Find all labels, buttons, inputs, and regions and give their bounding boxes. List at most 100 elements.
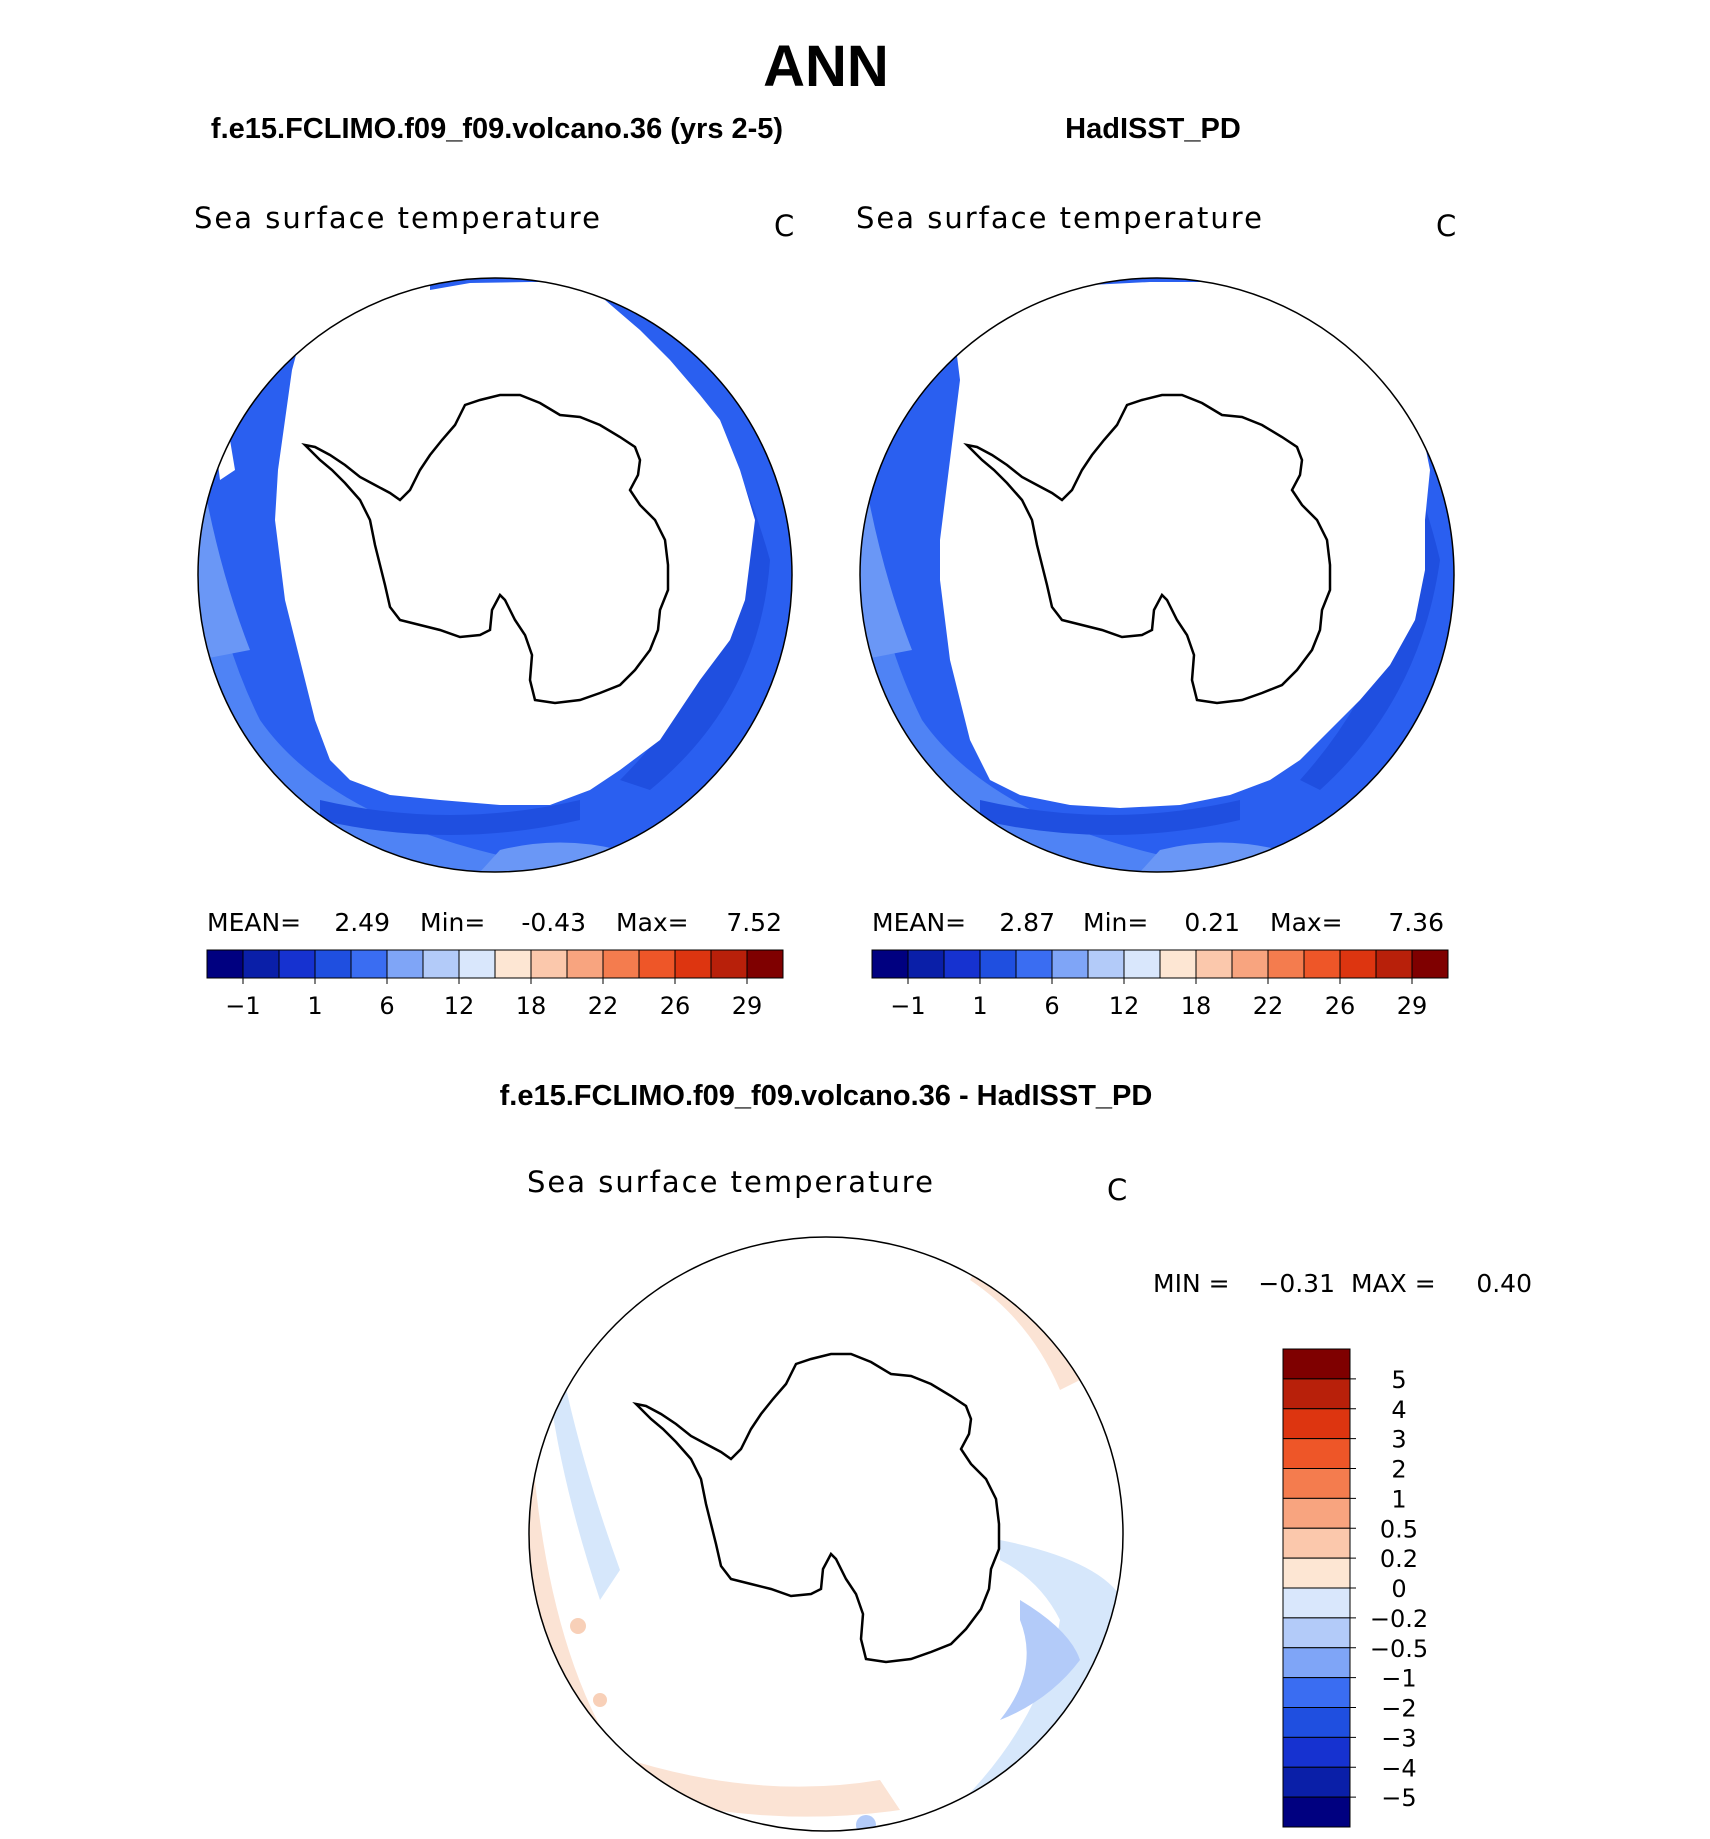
colorbar-swatch [494, 949, 532, 979]
sst-map [198, 278, 792, 872]
stats-line: MEAN= 2.49 Min= -0.43 Max= 7.52 [207, 908, 782, 937]
colorbar-swatch [1123, 949, 1161, 979]
panel-diff: f.e15.FCLIMO.f09_f09.volcano.36 - HadISS… [500, 1080, 1532, 1832]
colorbar-tick-label: 5 [1391, 1366, 1406, 1394]
colorbar-swatch [638, 949, 676, 979]
colorbar-swatch [746, 949, 784, 979]
mean-label: MEAN= [872, 908, 966, 937]
colorbar-swatch [1282, 1348, 1351, 1380]
max-label: Max= [1270, 908, 1343, 937]
colorbar-swatch [907, 949, 945, 979]
colorbar-tick-label: −4 [1381, 1754, 1416, 1782]
left-panel-title: f.e15.FCLIMO.f09_f09.volcano.36 (yrs 2-5… [211, 113, 783, 145]
min-label: MIN = [1153, 1269, 1230, 1298]
colorbar-tick-label: 1 [972, 992, 987, 1020]
colorbar-swatch [1282, 1796, 1351, 1828]
colorbar-tick-label: 18 [1181, 992, 1212, 1020]
colorbar-swatch [710, 949, 748, 979]
colorbar-swatch [1282, 1468, 1351, 1499]
colorbar-swatch [1051, 949, 1089, 979]
colorbar-swatch [422, 949, 460, 979]
colorbar-tick-label: 6 [379, 992, 394, 1020]
colorbar-tick-label: 0 [1391, 1575, 1406, 1603]
map-border [859, 277, 1455, 873]
colorbar-swatch [1231, 949, 1269, 979]
sst-map [860, 278, 1454, 872]
min-value: −0.31 [1258, 1269, 1335, 1298]
colorbar-swatch [386, 949, 424, 979]
colorbar-swatch [206, 949, 244, 979]
colorbar-swatch [1087, 949, 1125, 979]
diff-stats: MIN = −0.31 MAX = 0.40 [1153, 1269, 1532, 1298]
colorbar-tick-label: 22 [1253, 992, 1284, 1020]
colorbar-swatch [1282, 1647, 1351, 1679]
colorbar-swatch [1411, 949, 1449, 979]
colorbar-swatch [1282, 1617, 1351, 1649]
colorbar-swatch [1282, 1677, 1351, 1708]
colorbar-tick-label: −2 [1381, 1695, 1416, 1723]
mean-value: 2.49 [334, 908, 390, 937]
units-label: C [1107, 1173, 1127, 1207]
min-value: 0.21 [1184, 908, 1240, 937]
colorbar-swatch [1375, 949, 1413, 979]
variable-label: Sea surface temperature [194, 201, 602, 235]
colorbar-swatch [1282, 1378, 1351, 1410]
colorbar-tick-label: −3 [1381, 1724, 1416, 1752]
colorbar-swatch [458, 949, 496, 979]
variable-label: Sea surface temperature [856, 201, 1264, 235]
colorbar-tick-label: 3 [1391, 1426, 1406, 1454]
map-border [197, 277, 793, 873]
right-panel-title: HadISST_PD [1065, 113, 1241, 145]
max-value: 7.52 [726, 908, 782, 937]
colorbar-swatch [1282, 1497, 1351, 1529]
colorbar-swatch [1195, 949, 1233, 979]
colorbar-swatch [1267, 949, 1305, 979]
map-border [528, 1236, 1124, 1832]
colorbar-horizontal: −1 1 6 12 18 22 26 29 [871, 949, 1449, 1020]
panel-model: Sea surface temperature C MEAN= 2.49 Min… [194, 201, 794, 1020]
colorbar-swatch [350, 949, 388, 979]
colorbar-swatch [1282, 1736, 1351, 1768]
colorbar-swatch [1282, 1587, 1351, 1619]
min-value: -0.43 [521, 908, 586, 937]
min-label: Min= [1083, 908, 1148, 937]
colorbar-tick-label: 12 [444, 992, 475, 1020]
colorbar-tick-label: −1 [890, 992, 925, 1020]
colorbar-swatch [979, 949, 1017, 979]
sst-diff-map [529, 1237, 1123, 1831]
diff-panel-title: f.e15.FCLIMO.f09_f09.volcano.36 - HadISS… [500, 1080, 1153, 1112]
colorbar-swatch [1159, 949, 1197, 979]
colorbar-tick-label: 18 [516, 992, 547, 1020]
min-label: Min= [420, 908, 485, 937]
stats-line: MEAN= 2.87 Min= 0.21 Max= 7.36 [872, 908, 1444, 937]
colorbar-swatch [1015, 949, 1053, 979]
colorbar-swatch [602, 949, 640, 979]
colorbar-swatch [943, 949, 981, 979]
colorbar-tick-label: −1 [225, 992, 260, 1020]
colorbar-swatch [1282, 1527, 1351, 1559]
colorbar-tick-label: −0.5 [1370, 1635, 1428, 1663]
colorbar-tick-label: −1 [1381, 1665, 1416, 1693]
colorbar-tick-label: 26 [660, 992, 691, 1020]
colorbar-tick-label: 12 [1109, 992, 1140, 1020]
colorbar-tick-label: 29 [732, 992, 763, 1020]
figure-title: ANN [763, 34, 889, 99]
max-value: 7.36 [1388, 908, 1444, 937]
colorbar-horizontal: −1 1 6 12 18 22 26 29 [206, 949, 784, 1020]
colorbar-swatch [1282, 1766, 1351, 1798]
colorbar-swatch [1282, 1557, 1351, 1589]
colorbar-swatch [242, 949, 280, 979]
colorbar-tick-label: 0.2 [1380, 1545, 1418, 1573]
mean-value: 2.87 [999, 908, 1055, 937]
colorbar-tick-label: −5 [1381, 1784, 1416, 1812]
colorbar-tick-label: 26 [1325, 992, 1356, 1020]
colorbar-tick-label: 0.5 [1380, 1515, 1418, 1543]
colorbar-tick-label: −0.2 [1370, 1605, 1428, 1633]
colorbar-tick-label: 29 [1397, 992, 1428, 1020]
colorbar-tick-label: 6 [1044, 992, 1059, 1020]
colorbar-tick-label: 4 [1391, 1396, 1406, 1424]
colorbar-swatch [1282, 1408, 1351, 1440]
colorbar-swatch [1282, 1707, 1351, 1738]
